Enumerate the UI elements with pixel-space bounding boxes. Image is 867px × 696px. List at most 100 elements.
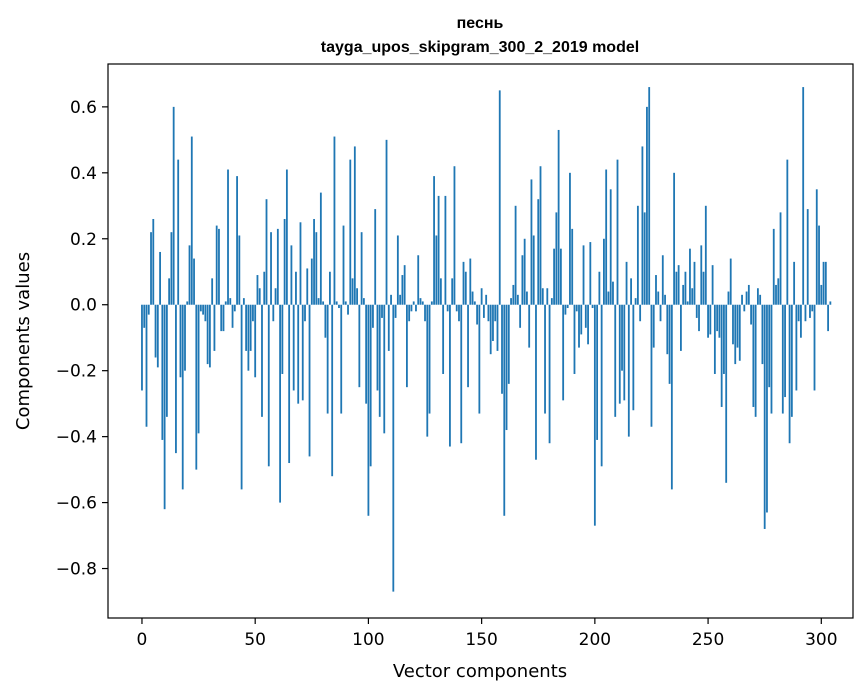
bar xyxy=(587,304,589,345)
bar xyxy=(818,225,820,305)
bar xyxy=(428,304,431,414)
bar xyxy=(646,106,648,305)
bar xyxy=(270,232,272,305)
x-tick-label: 0 xyxy=(137,630,148,650)
bar xyxy=(750,304,752,325)
y-tick-label: −0.2 xyxy=(56,362,97,382)
bar xyxy=(655,275,657,305)
bar xyxy=(213,304,216,351)
bar xyxy=(530,179,533,305)
x-tick-label: 100 xyxy=(352,630,384,650)
bar xyxy=(609,189,612,305)
bar xyxy=(206,304,209,365)
bar xyxy=(480,288,483,305)
bar xyxy=(784,304,786,398)
bar xyxy=(190,136,193,305)
bar xyxy=(319,192,322,305)
bar xyxy=(725,304,728,483)
bar xyxy=(580,304,583,335)
y-tick-label: 0.6 xyxy=(70,98,97,118)
bar xyxy=(795,304,798,391)
bar xyxy=(684,271,687,305)
bar xyxy=(800,304,802,338)
bar xyxy=(510,298,512,305)
bar xyxy=(539,166,542,305)
bar xyxy=(161,304,164,440)
bar xyxy=(197,304,200,434)
bar xyxy=(152,218,155,305)
bar xyxy=(437,195,440,305)
bar xyxy=(236,176,238,305)
bar xyxy=(338,304,340,309)
bar xyxy=(399,294,402,305)
bar xyxy=(618,304,621,404)
bar xyxy=(827,304,829,332)
bar xyxy=(369,304,372,467)
bar xyxy=(578,304,580,348)
bar xyxy=(365,304,368,404)
bar xyxy=(165,304,168,417)
bar xyxy=(824,261,827,305)
bar xyxy=(172,106,175,305)
bar xyxy=(607,291,610,305)
bar xyxy=(179,304,182,378)
bar xyxy=(752,304,755,407)
bar xyxy=(261,304,263,417)
bar xyxy=(240,304,243,490)
bar xyxy=(745,291,748,305)
bar xyxy=(589,242,592,305)
bar xyxy=(199,304,202,312)
bar xyxy=(267,304,270,467)
bar xyxy=(772,228,775,305)
chart-title-line1: песнь xyxy=(457,15,504,32)
bar xyxy=(227,169,229,305)
bar xyxy=(442,304,445,374)
bar xyxy=(639,304,642,322)
bar xyxy=(394,304,397,318)
bar xyxy=(406,304,408,388)
bar xyxy=(317,298,320,305)
bar xyxy=(528,304,531,348)
bar xyxy=(634,298,637,305)
bar xyxy=(358,304,361,388)
bar xyxy=(467,304,469,388)
bar xyxy=(342,225,345,305)
bar xyxy=(249,304,252,351)
bar xyxy=(188,245,191,305)
bar xyxy=(691,288,694,305)
bar xyxy=(288,304,291,464)
bar xyxy=(650,304,653,427)
bar xyxy=(829,301,832,305)
y-tick-label: 0.2 xyxy=(70,230,97,250)
bar xyxy=(410,304,413,312)
bar xyxy=(489,304,492,355)
bar xyxy=(677,265,680,305)
bar xyxy=(768,304,771,388)
bar xyxy=(274,288,277,305)
bar xyxy=(242,298,245,305)
bar xyxy=(621,304,623,371)
bar xyxy=(761,304,764,365)
bar xyxy=(372,304,374,328)
bar xyxy=(535,304,537,460)
bar xyxy=(455,304,458,312)
bar xyxy=(781,304,784,414)
bar xyxy=(308,304,311,457)
bar xyxy=(211,278,214,305)
bar xyxy=(326,304,329,414)
bar xyxy=(648,87,651,305)
bar xyxy=(297,304,300,404)
bar xyxy=(668,304,671,384)
bar xyxy=(340,304,343,414)
bar xyxy=(229,298,232,305)
bar xyxy=(383,304,386,434)
bar xyxy=(145,304,148,427)
bar xyxy=(625,261,628,305)
bar xyxy=(627,304,630,437)
bar xyxy=(614,304,617,417)
bar xyxy=(652,304,655,348)
bar xyxy=(555,212,558,305)
bar xyxy=(224,301,227,305)
bar xyxy=(562,304,565,401)
bar xyxy=(575,304,578,312)
